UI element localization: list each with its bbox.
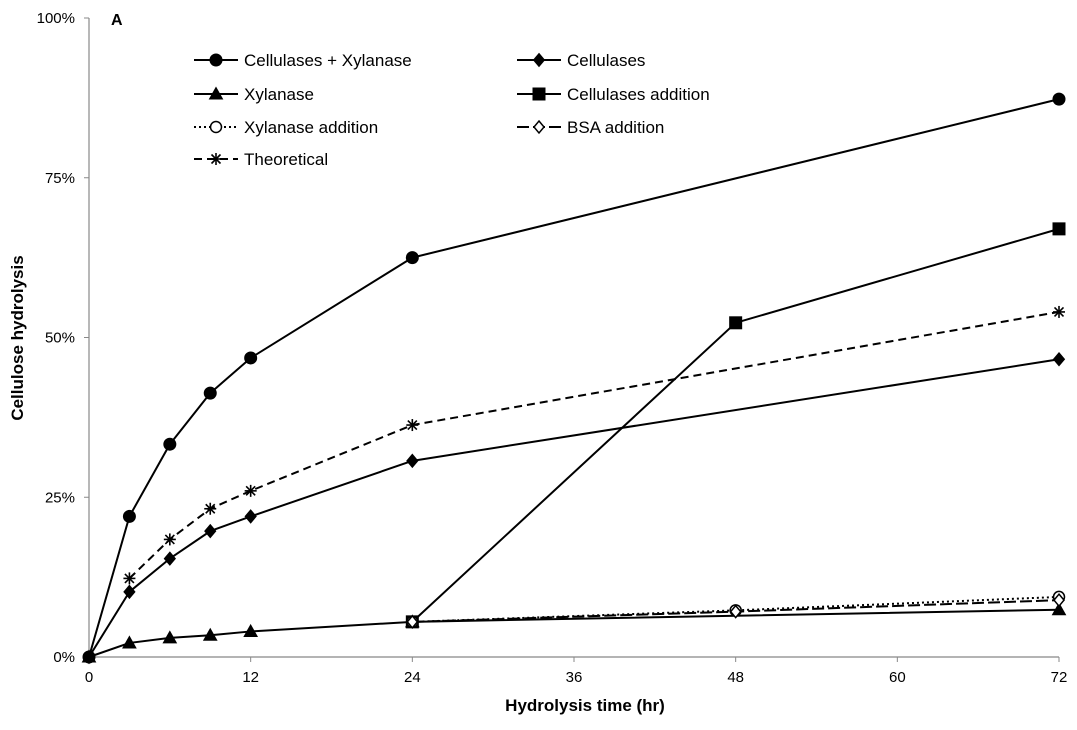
y-tick-label: 25% <box>45 489 75 506</box>
x-tick-label: 60 <box>889 669 906 686</box>
y-tick-label: 50% <box>45 330 75 347</box>
series-line-cellulases-addition <box>411 227 1060 623</box>
legend-item-cellulases-xylanase: Cellulases + Xylanase <box>194 51 412 70</box>
series-lines <box>88 98 1060 658</box>
point-theoretical <box>1053 305 1065 318</box>
legend-item-bsa-addition: BSA addition <box>517 118 664 137</box>
point-bsa-addition <box>406 614 419 630</box>
legend-marker-cellulases <box>532 52 546 68</box>
series-markers <box>81 92 1067 665</box>
series-line-theoretical <box>128 310 1060 580</box>
legend-marker-cellulases-addition <box>532 87 546 101</box>
point-theoretical <box>244 484 257 497</box>
legend-label-theoretical: Theoretical <box>244 150 328 169</box>
point-cellulases-addition <box>1052 222 1066 236</box>
legend-label-cellulases-addition: Cellulases addition <box>567 85 710 104</box>
legend-item-cellulases-addition: Cellulases addition <box>517 85 710 104</box>
point-xylanase <box>81 649 97 663</box>
legend: Cellulases + Xylanase Cellulases Xylanase C… <box>194 51 710 169</box>
legend-marker-cellulases-xylanase <box>209 53 223 67</box>
point-cellulases-xylanase <box>122 509 136 523</box>
point-bsa-addition <box>1053 592 1065 608</box>
legend-label-bsa-addition: BSA addition <box>567 118 664 137</box>
y-tick-label: 0% <box>53 649 75 666</box>
point-cellulases <box>204 523 217 539</box>
point-cellulases <box>163 551 176 566</box>
legend-label-xylanase-addition: Xylanase addition <box>244 118 378 137</box>
point-cellulases-xylanase <box>163 437 177 451</box>
point-theoretical <box>406 419 419 432</box>
y-axis-title: Cellulose hydrolysis <box>8 255 27 420</box>
y-tick-label: 75% <box>45 170 75 187</box>
x-tick-label: 36 <box>566 669 583 686</box>
x-tick-label: 0 <box>85 669 93 686</box>
legend-label-xylanase: Xylanase <box>244 85 314 104</box>
x-tick-label: 72 <box>1051 669 1068 686</box>
legend-marker-xylanase <box>208 86 224 100</box>
legend-label-cellulases-xylanase: Cellulases + Xylanase <box>244 51 412 70</box>
legend-marker-xylanase-addition <box>209 120 223 134</box>
point-xylanase <box>202 627 218 641</box>
point-xylanase <box>162 630 178 644</box>
legend-label-cellulases: Cellulases <box>567 51 645 70</box>
series-line-cellulases-xylanase <box>88 98 1060 658</box>
point-theoretical <box>163 533 176 546</box>
point-xylanase <box>1051 602 1067 616</box>
point-cellulases-xylanase <box>405 251 419 265</box>
point-xylanase <box>122 635 137 649</box>
point-cellulases <box>123 584 136 600</box>
y-tick-label: 100% <box>37 10 75 27</box>
x-axis-title: Hydrolysis time (hr) <box>505 696 665 715</box>
legend-item-cellulases: Cellulases <box>517 51 645 70</box>
point-cellulases-xylanase <box>203 386 217 400</box>
point-cellulases <box>406 453 419 469</box>
x-tick-label: 12 <box>242 669 259 686</box>
point-cellulases-xylanase <box>1052 92 1066 106</box>
point-bsa-addition <box>729 604 742 619</box>
point-cellulases-xylanase <box>244 351 258 365</box>
point-theoretical <box>123 572 136 585</box>
legend-item-theoretical: Theoretical <box>194 150 328 169</box>
panel-label: A <box>111 12 123 29</box>
x-tick-label: 48 <box>727 669 744 686</box>
legend-marker-bsa-addition <box>533 119 545 135</box>
ticks: 0 12 24 36 48 60 72 0% 25% 50% 75% 100% <box>37 10 1068 686</box>
point-cellulases-addition <box>729 316 743 330</box>
legend-marker-theoretical <box>210 153 222 165</box>
point-xylanase <box>243 623 259 637</box>
point-theoretical <box>204 502 217 515</box>
point-cellulases <box>1052 351 1066 367</box>
point-cellulases <box>244 509 257 524</box>
legend-item-xylanase-addition: Xylanase addition <box>194 118 378 137</box>
legend-item-xylanase: Xylanase <box>194 85 314 104</box>
x-tick-label: 24 <box>404 669 421 686</box>
